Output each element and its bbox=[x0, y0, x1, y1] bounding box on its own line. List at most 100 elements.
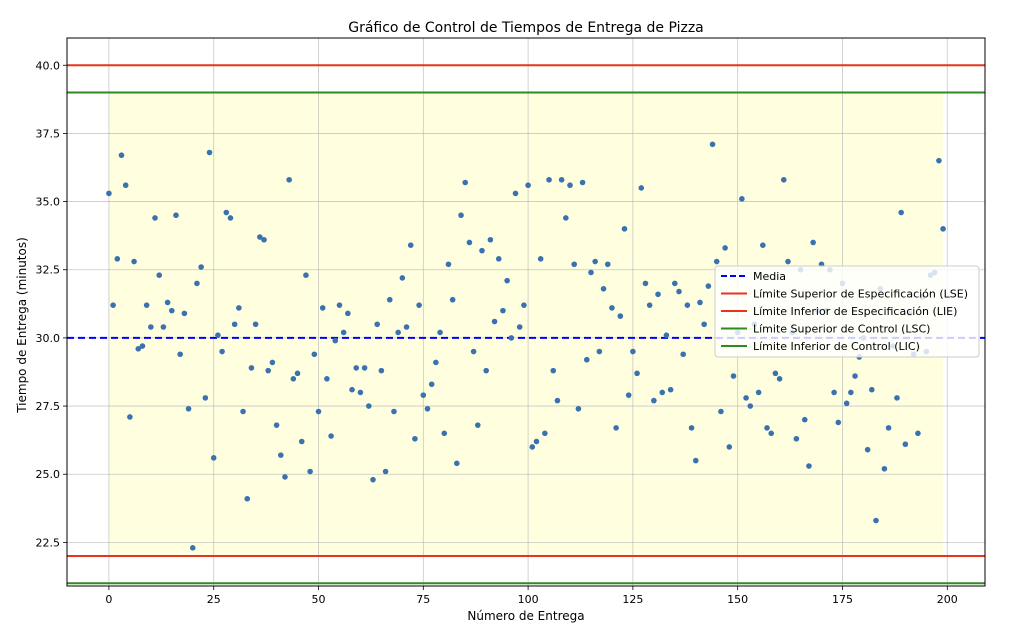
data-point bbox=[441, 430, 448, 437]
data-point bbox=[122, 182, 129, 189]
data-point bbox=[743, 395, 749, 401]
data-point bbox=[801, 416, 808, 423]
data-point bbox=[168, 307, 175, 314]
x-tick-label: 100 bbox=[518, 593, 539, 606]
grid bbox=[67, 38, 985, 586]
data-point bbox=[177, 351, 183, 358]
legend: Media Límite Superior de Especificación (… bbox=[714, 265, 980, 358]
y-tick-label: 22.5 bbox=[36, 536, 61, 549]
data-point bbox=[525, 182, 531, 189]
data-point bbox=[873, 517, 879, 524]
data-point bbox=[252, 321, 259, 328]
data-point bbox=[416, 302, 422, 308]
data-point bbox=[592, 258, 598, 265]
data-point bbox=[512, 190, 519, 197]
data-point bbox=[474, 422, 481, 428]
data-point bbox=[881, 465, 888, 472]
data-point bbox=[810, 239, 816, 246]
y-tick-label: 32.5 bbox=[36, 264, 61, 277]
data-point bbox=[462, 179, 469, 186]
data-point bbox=[546, 176, 552, 183]
data-point bbox=[495, 256, 502, 262]
legend-label: Media bbox=[753, 270, 786, 283]
data-point bbox=[697, 299, 703, 306]
data-point bbox=[785, 258, 791, 265]
data-point bbox=[315, 408, 322, 415]
data-point bbox=[445, 261, 452, 268]
data-point bbox=[684, 302, 691, 308]
data-point bbox=[542, 430, 548, 437]
y-tick-label: 30.0 bbox=[36, 332, 61, 345]
legend-label: Límite Inferior de Control (LIC) bbox=[753, 340, 920, 353]
data-point bbox=[164, 299, 171, 306]
data-point bbox=[282, 474, 288, 480]
data-point bbox=[131, 258, 137, 265]
data-point bbox=[730, 373, 737, 379]
x-tick-label: 25 bbox=[207, 593, 221, 606]
data-point bbox=[558, 176, 565, 183]
data-point bbox=[894, 395, 900, 401]
data-point bbox=[294, 370, 301, 377]
data-point bbox=[269, 359, 276, 366]
data-point bbox=[345, 310, 351, 317]
data-point bbox=[718, 408, 724, 415]
data-point bbox=[332, 337, 339, 344]
data-point bbox=[298, 438, 305, 445]
data-point bbox=[780, 176, 787, 183]
data-point bbox=[596, 348, 603, 355]
y-tick-label: 27.5 bbox=[36, 400, 61, 413]
y-tick-label: 40.0 bbox=[36, 59, 61, 72]
data-point bbox=[768, 430, 775, 437]
data-point bbox=[659, 389, 666, 396]
data-point bbox=[600, 286, 607, 292]
data-point bbox=[173, 212, 179, 219]
data-point bbox=[529, 444, 536, 450]
data-point bbox=[646, 302, 653, 308]
data-point bbox=[349, 386, 355, 393]
data-point bbox=[206, 149, 213, 156]
data-point bbox=[328, 433, 334, 439]
data-point bbox=[210, 455, 217, 461]
data-point bbox=[110, 302, 116, 308]
data-point bbox=[625, 392, 632, 398]
data-point bbox=[915, 430, 921, 437]
data-point bbox=[852, 373, 858, 379]
x-tick-label: 175 bbox=[832, 593, 853, 606]
data-point bbox=[575, 405, 582, 412]
data-point bbox=[550, 367, 557, 374]
data-point bbox=[692, 457, 699, 464]
data-point bbox=[219, 348, 225, 355]
data-point bbox=[516, 324, 523, 330]
data-point bbox=[386, 296, 393, 303]
data-point bbox=[609, 305, 615, 311]
data-point bbox=[672, 280, 678, 287]
plot-frame bbox=[66, 37, 986, 587]
x-tick-label: 150 bbox=[727, 593, 748, 606]
x-tick-label: 50 bbox=[312, 593, 326, 606]
y-tick-label: 25.0 bbox=[36, 468, 61, 481]
data-point bbox=[437, 329, 443, 336]
data-point bbox=[357, 389, 364, 396]
data-point bbox=[370, 476, 376, 483]
data-point bbox=[869, 386, 875, 393]
data-point bbox=[433, 359, 439, 366]
data-point bbox=[106, 190, 112, 197]
data-point bbox=[160, 324, 167, 330]
data-point bbox=[244, 495, 251, 502]
data-point bbox=[231, 321, 238, 328]
data-point bbox=[885, 425, 892, 431]
data-point bbox=[604, 261, 611, 268]
data-point bbox=[273, 422, 280, 428]
data-point bbox=[848, 389, 854, 396]
data-point bbox=[470, 348, 477, 355]
data-point bbox=[290, 375, 297, 382]
data-point bbox=[747, 403, 754, 409]
data-point bbox=[366, 403, 372, 409]
data-point bbox=[148, 324, 154, 330]
data-point bbox=[307, 468, 313, 475]
data-point bbox=[353, 365, 360, 371]
data-point bbox=[533, 438, 540, 445]
data-point bbox=[185, 405, 192, 412]
data-point bbox=[257, 234, 263, 240]
